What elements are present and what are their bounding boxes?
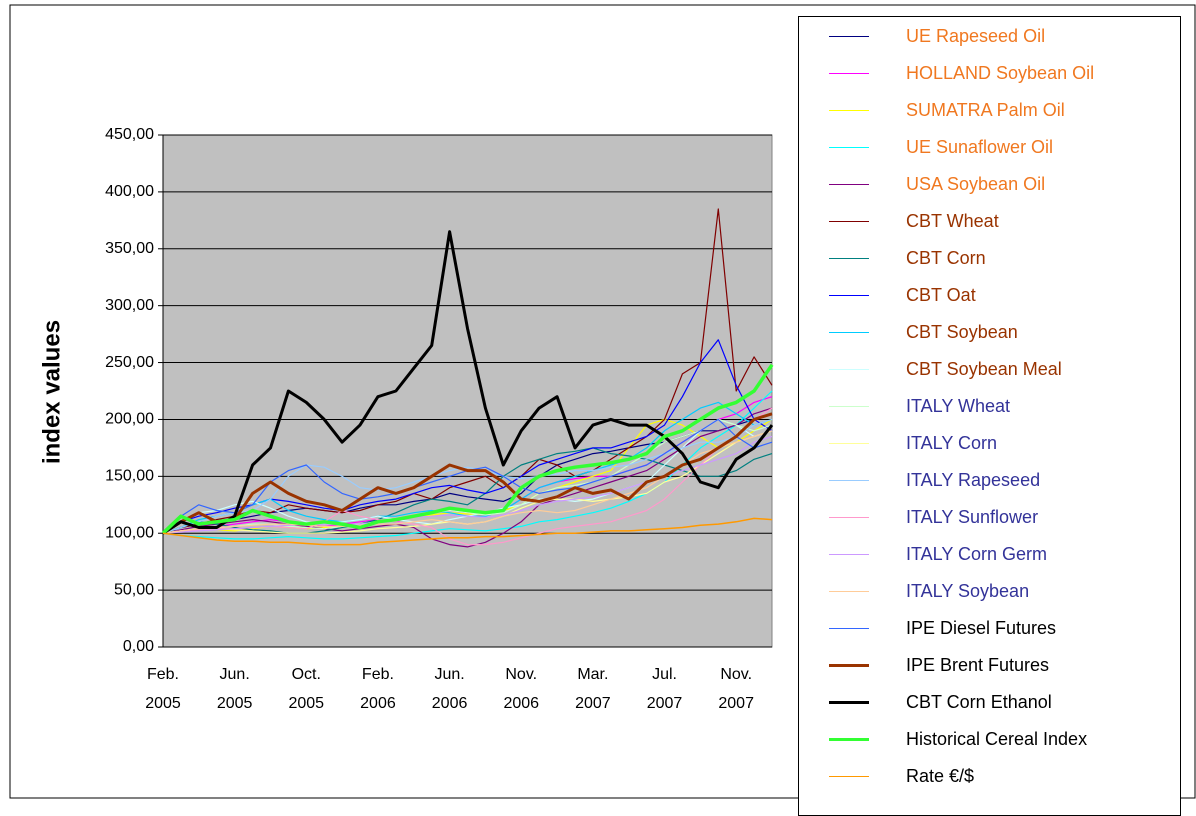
series-line [162, 418, 773, 534]
legend-swatch [829, 220, 869, 222]
y-tick-label: 450,00 [105, 126, 154, 143]
legend-swatch [829, 405, 869, 407]
legend-entry: Historical Cereal Index [829, 729, 1087, 749]
legend-entry: HOLLAND Soybean Oil [829, 63, 1094, 83]
x-tick-label: Jul. 2007 [646, 666, 683, 712]
legend-label: Historical Cereal Index [906, 728, 1088, 749]
x-tick-label: Nov. 2006 [503, 666, 540, 712]
series-line [162, 390, 773, 540]
legend-entry: Rate €/$ [829, 766, 974, 786]
legend-swatch [829, 516, 869, 518]
legend-swatch [829, 590, 869, 592]
legend-label: UE Sunaflower Oil [906, 136, 1054, 157]
x-tick-label: Nov. 2007 [718, 666, 754, 712]
legend-swatch [829, 700, 869, 704]
legend-entry: CBT Soybean Meal [829, 359, 1062, 379]
y-tick-label: 100,00 [105, 524, 154, 541]
legend-entry: ITALY Sunflower [829, 507, 1038, 527]
legend-entry: CBT Wheat [829, 211, 999, 231]
legend-entry: ITALY Corn Germ [829, 544, 1047, 564]
x-tick-label: Jun. 2005 [216, 666, 253, 712]
page: {"chart_data": {"type": "line", "y_label… [9, 4, 1196, 816]
legend-swatch [829, 35, 869, 37]
y-tick-label: 350,00 [105, 240, 154, 257]
x-tick-label: Feb. 2006 [360, 666, 396, 712]
series-line [162, 407, 773, 548]
x-tick-label: Oct. 2005 [288, 666, 325, 712]
legend-label: CBT Corn [906, 247, 986, 268]
legend-label: ITALY Corn [906, 432, 998, 453]
legend-entry: IPE Brent Futures [829, 655, 1049, 675]
series-line [161, 363, 774, 535]
legend-swatch [829, 775, 869, 777]
series-line [162, 230, 774, 535]
legend-label: Rate €/$ [906, 765, 975, 786]
legend-label: IPE Brent Futures [906, 654, 1050, 675]
legend-label: SUMATRA Palm Oil [906, 99, 1065, 120]
legend-label: CBT Corn Ethanol [906, 691, 1052, 712]
plot-area [162, 134, 773, 648]
legend-swatch [829, 368, 869, 370]
legend-swatch [829, 627, 869, 629]
x-tick-label: Mar. 2007 [575, 666, 611, 712]
legend-swatch [829, 294, 869, 296]
y-tick-label: 300,00 [105, 297, 154, 314]
legend-entry: USA Soybean Oil [829, 174, 1045, 194]
legend-swatch [829, 331, 869, 333]
x-tick-label: Feb. 2005 [145, 666, 181, 712]
legend-entry: ITALY Rapeseed [829, 470, 1040, 490]
legend-entry: CBT Corn [829, 248, 986, 268]
y-axis-label: index values [38, 320, 65, 464]
legend-swatch [829, 146, 869, 148]
legend-label: IPE Diesel Futures [906, 617, 1057, 638]
legend-swatch [829, 737, 869, 741]
series-line [162, 517, 773, 546]
legend-swatch [829, 663, 869, 667]
x-tick-label: Jun. 2006 [431, 666, 468, 712]
legend-entry: CBT Corn Ethanol [829, 692, 1052, 712]
legend-label: UE Rapeseed Oil [906, 25, 1046, 46]
y-tick-label: 150,00 [105, 468, 154, 485]
legend-label: USA Soybean Oil [906, 173, 1046, 194]
legend-entry: CBT Soybean [829, 322, 1018, 342]
y-tick-label: 400,00 [105, 183, 154, 200]
y-tick-label: 200,00 [105, 411, 154, 428]
legend-label: CBT Soybean Meal [906, 358, 1062, 379]
legend-label: CBT Soybean [906, 321, 1018, 342]
legend-entry: UE Rapeseed Oil [829, 26, 1045, 46]
legend-label: HOLLAND Soybean Oil [906, 62, 1095, 83]
series-line [162, 447, 773, 534]
legend: UE Rapeseed Oil HOLLAND Soybean Oil SUMATR… [798, 16, 1181, 816]
legend-swatch [829, 183, 869, 185]
legend-entry: SUMATRA Palm Oil [829, 100, 1065, 120]
legend-label: ITALY Sunflower [906, 506, 1039, 527]
legend-entry: ITALY Soybean [829, 581, 1029, 601]
series-line [162, 435, 773, 534]
legend-swatch [829, 553, 869, 555]
legend-label: ITALY Soybean [906, 580, 1030, 601]
legend-label: ITALY Wheat [906, 395, 1011, 416]
legend-swatch [829, 479, 869, 481]
legend-label: CBT Oat [906, 284, 976, 305]
y-tick-label: 250,00 [105, 354, 154, 371]
legend-swatch [829, 72, 869, 74]
legend-label: ITALY Corn Germ [906, 543, 1048, 564]
legend-label: CBT Wheat [906, 210, 999, 231]
legend-entry: CBT Oat [829, 285, 976, 305]
series-line [162, 208, 773, 534]
y-tick-label: 0,00 [123, 638, 154, 655]
y-tick-label: 50,00 [114, 581, 154, 598]
legend-swatch [829, 442, 869, 444]
legend-entry: IPE Diesel Futures [829, 618, 1056, 638]
legend-entry: ITALY Corn [829, 433, 997, 453]
legend-swatch [829, 257, 869, 259]
legend-swatch [829, 109, 869, 111]
series-line [162, 412, 773, 535]
legend-entry: ITALY Wheat [829, 396, 1010, 416]
legend-entry: UE Sunaflower Oil [829, 137, 1053, 157]
legend-label: ITALY Rapeseed [906, 469, 1041, 490]
